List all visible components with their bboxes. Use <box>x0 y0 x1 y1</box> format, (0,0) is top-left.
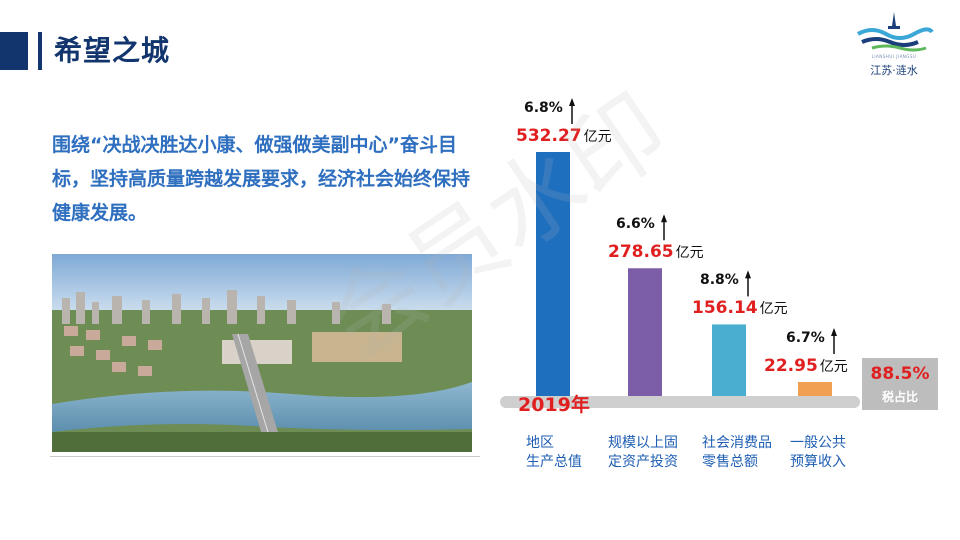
header-accent-block <box>0 32 28 70</box>
value-unit-2: 亿元 <box>675 245 704 262</box>
logo-text: 江苏·涟水 <box>870 64 918 77</box>
growth-arrowhead-1 <box>569 98 575 106</box>
logo-emblem-icon <box>857 12 934 52</box>
value-number-2: 278.65 <box>608 242 674 263</box>
bar-2 <box>628 268 662 396</box>
city-aerial-image <box>52 254 472 452</box>
value-label-2: 278.65 亿元 <box>608 242 704 262</box>
bars-layer <box>536 98 837 396</box>
tax-share-box: 88.5% 税占比 <box>862 358 938 410</box>
growth-label-2: 6.6% <box>616 216 655 233</box>
value-label-3: 156.14 亿元 <box>692 298 788 318</box>
growth-arrowhead-2 <box>661 214 667 223</box>
value-label-4: 22.95 亿元 <box>764 356 848 376</box>
growth-label-3: 8.8% <box>700 272 739 289</box>
value-unit-4: 亿元 <box>819 359 848 375</box>
header: 希望之城 <box>0 30 960 74</box>
category-line: 定资产投资 <box>608 454 678 470</box>
value-number-4: 22.95 <box>764 356 818 376</box>
growth-label-4: 6.7% <box>786 330 825 346</box>
category-line: 零售总额 <box>702 454 758 470</box>
tax-share-label: 税占比 <box>881 390 918 404</box>
growth-label-1: 6.8% <box>524 100 563 116</box>
category-label-4: 一般公共 预算收入 <box>790 434 880 472</box>
intro-text: 围绕“决战决胜达小康、做强做美副中心”奋斗目标，坚持高质量跨越发展要求，经济社会… <box>52 134 471 224</box>
category-line: 预算收入 <box>790 454 846 470</box>
category-line: 社会消费品 <box>702 435 772 451</box>
chart-baseline <box>500 396 860 408</box>
city-logo: LIANSHUI JIANGSU 江苏·涟水 <box>852 10 936 78</box>
growth-arrowhead-4 <box>831 328 837 336</box>
year-label: 2019年 <box>518 394 590 416</box>
value-unit-3: 亿元 <box>759 301 788 318</box>
bar-3 <box>712 324 746 396</box>
value-number-3: 156.14 <box>692 298 758 319</box>
value-label-1: 532.27 亿元 <box>516 126 612 146</box>
logo-subtext: LIANSHUI JIANGSU <box>871 54 917 59</box>
category-label-1: 地区 生产总值 <box>526 434 616 472</box>
bar-1 <box>536 152 570 396</box>
page-title: 希望之城 <box>54 34 171 67</box>
category-label-3: 社会消费品 零售总额 <box>702 434 792 472</box>
category-line: 一般公共 <box>790 435 846 451</box>
category-line: 生产总值 <box>526 454 582 470</box>
bar-4 <box>798 382 832 396</box>
indicators-chart: 2019年 6.8% 532.27 亿元 地区 生产总值 6.6% 278.65 亿元 规模以上… <box>496 84 960 484</box>
category-line: 地区 <box>526 435 554 451</box>
value-number-1: 532.27 <box>516 126 582 146</box>
category-line: 规模以上固 <box>608 435 678 451</box>
city-photo <box>52 254 472 452</box>
category-label-2: 规模以上固定资产投资 <box>608 434 698 472</box>
growth-arrowhead-3 <box>745 270 751 279</box>
tax-share-value: 88.5% <box>870 364 930 384</box>
header-accent-bar <box>38 32 42 70</box>
value-unit-1: 亿元 <box>583 129 612 145</box>
photo-underline <box>50 456 480 457</box>
